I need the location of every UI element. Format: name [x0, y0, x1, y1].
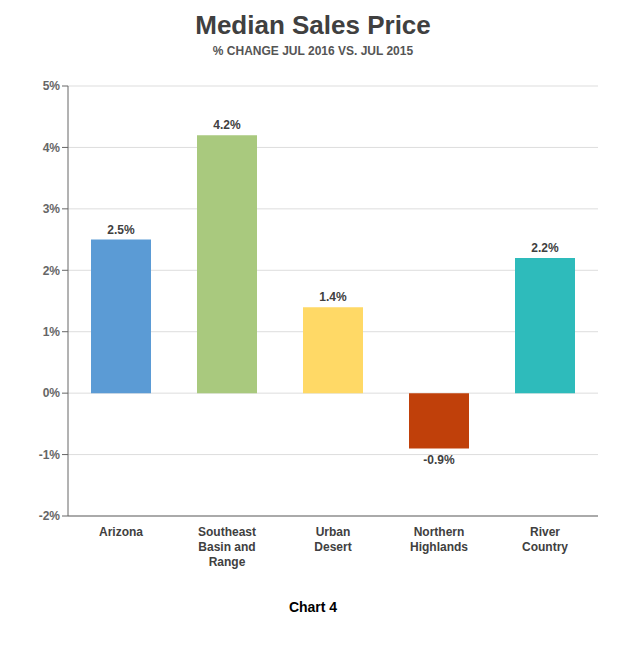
- svg-text:Arizona: Arizona: [99, 525, 143, 539]
- svg-text:NorthernHighlands: NorthernHighlands: [410, 525, 468, 554]
- svg-text:4.2%: 4.2%: [213, 118, 241, 132]
- svg-text:0%: 0%: [43, 386, 61, 400]
- svg-text:2.2%: 2.2%: [531, 241, 559, 255]
- svg-text:RiverCountry: RiverCountry: [522, 525, 568, 554]
- svg-text:5%: 5%: [43, 79, 61, 93]
- svg-text:-1%: -1%: [39, 448, 61, 462]
- svg-text:-2%: -2%: [39, 509, 61, 523]
- svg-text:UrbanDesert: UrbanDesert: [314, 525, 351, 554]
- svg-text:-0.9%: -0.9%: [423, 453, 455, 467]
- svg-text:4%: 4%: [43, 141, 61, 155]
- svg-text:2%: 2%: [43, 264, 61, 278]
- html-text:% CHANGE JUL 2016 VS. JUL 2015: % CHANGE JUL 2016 VS. JUL 2015: [212, 44, 414, 58]
- svg-text:SoutheastBasin andRange: SoutheastBasin andRange: [198, 525, 256, 569]
- svg-text:3%: 3%: [43, 202, 61, 216]
- svg-text:1.4%: 1.4%: [319, 290, 347, 304]
- html-text:Chart 4: Chart 4: [288, 599, 338, 615]
- html-text:Median Sales Price: Median Sales Price: [195, 10, 431, 40]
- svg-text:1%: 1%: [43, 325, 61, 339]
- svg-text:2.5%: 2.5%: [107, 223, 135, 237]
